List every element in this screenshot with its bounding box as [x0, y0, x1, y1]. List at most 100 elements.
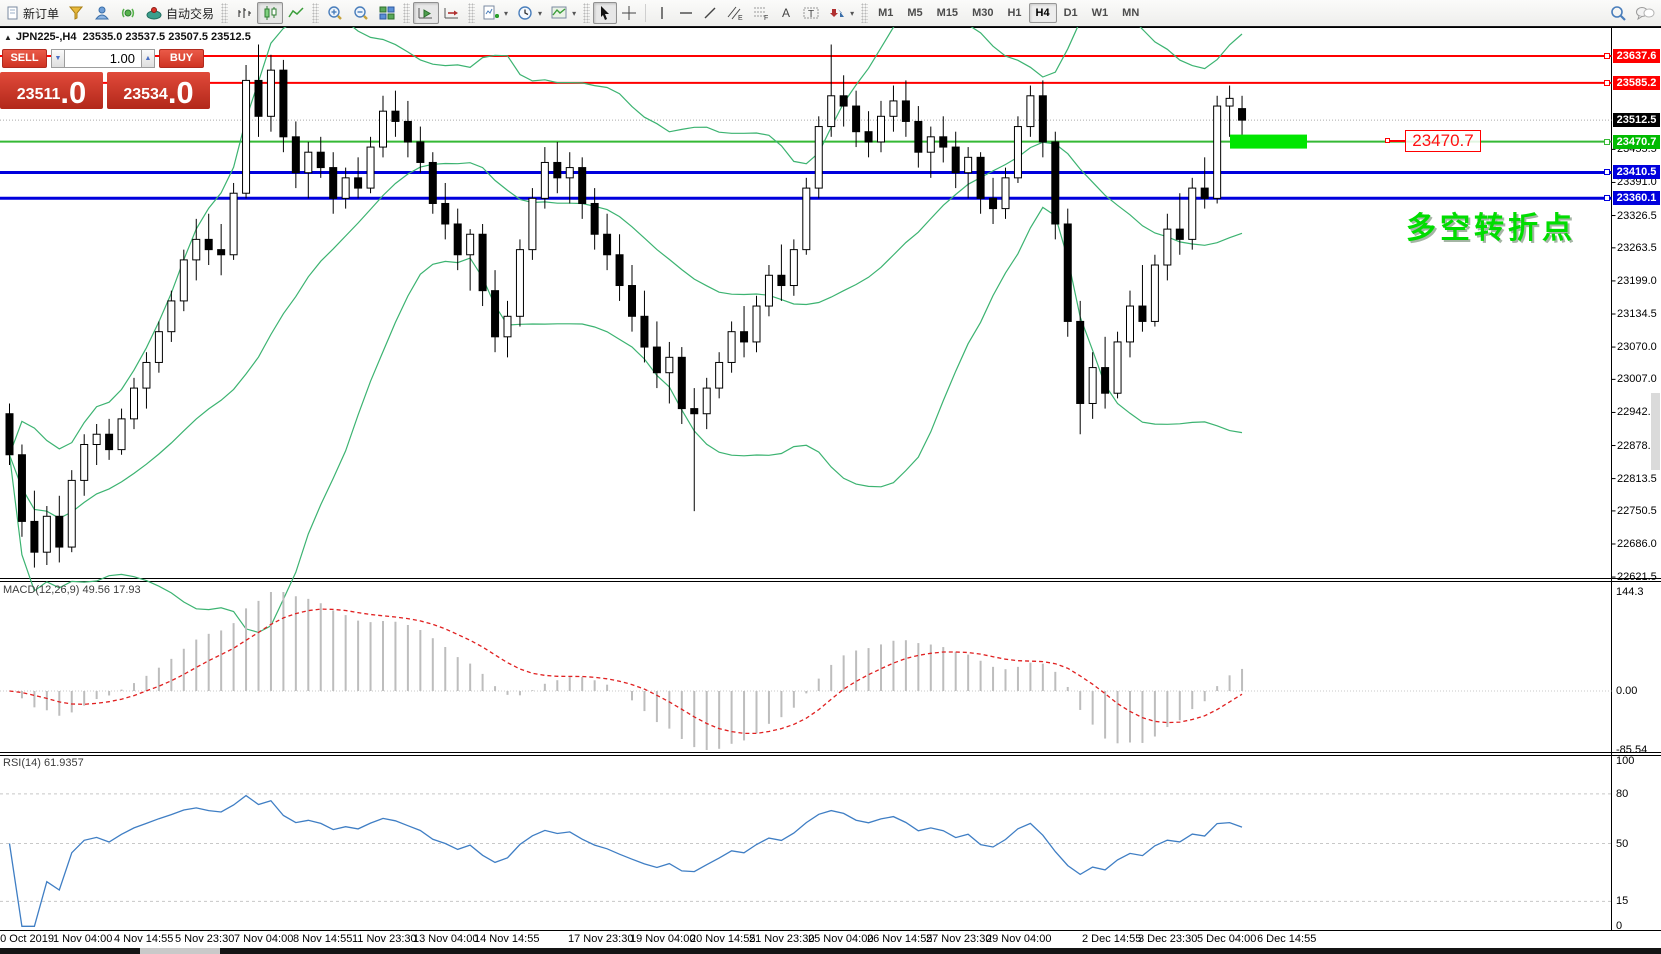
market-button[interactable] [63, 2, 89, 24]
candle-body [889, 100, 898, 117]
tab-m15[interactable]: M15 [936, 7, 959, 19]
templates-button[interactable]: ▾ [546, 2, 580, 24]
candle-body [901, 100, 910, 122]
chart-shift-button[interactable] [439, 2, 465, 24]
tile-windows-button[interactable] [374, 2, 400, 24]
chat-button[interactable] [1631, 2, 1659, 24]
time-axis-label: 20 Nov 14:55 [690, 933, 756, 945]
toolbar-gripper[interactable] [312, 3, 320, 23]
text-button[interactable]: A [774, 2, 798, 24]
candle-body [179, 259, 188, 302]
volume-decrease-button[interactable]: ▼ [51, 49, 65, 68]
vertical-scrollbar-thumb[interactable] [1651, 393, 1660, 470]
time-axis-label: 11 Nov 23:30 [352, 933, 417, 945]
zoom-out-button[interactable] [348, 2, 374, 24]
candle-body [229, 192, 238, 256]
rsi-axis-label: 0 [1616, 920, 1623, 932]
price-tick-label: 23263.5 [1617, 242, 1657, 254]
periods-dropdown-icon[interactable]: ▾ [538, 8, 543, 18]
candle-body [628, 285, 636, 317]
candle-body [976, 156, 985, 199]
trendline-button[interactable] [698, 2, 722, 24]
shapes-dropdown-icon[interactable]: ▾ [850, 8, 855, 18]
candle-body [167, 300, 176, 333]
time-axis-label: 21 Nov 23:30 [749, 933, 815, 945]
new-order-button[interactable]: 新订单 [2, 2, 63, 24]
tab-m30[interactable]: M30 [972, 7, 994, 19]
volume-input[interactable] [65, 49, 141, 68]
toolbar-gripper[interactable] [468, 3, 476, 23]
text-label-button[interactable]: T [798, 2, 824, 24]
symbol-period-label: JPN225-,H4 [15, 31, 77, 43]
highlight-zone [1230, 134, 1307, 149]
collapse-panel-icon[interactable]: ▲ [4, 33, 12, 42]
price-tick-label: 23007.0 [1617, 373, 1657, 385]
search-button[interactable] [1605, 2, 1631, 24]
periods-icon [518, 6, 532, 20]
vertical-line-button[interactable] [650, 2, 674, 24]
candle-body [441, 202, 450, 225]
candle-body [1038, 95, 1047, 143]
profile-button[interactable] [89, 2, 115, 24]
callout-connector [1389, 140, 1405, 142]
indicators-button[interactable]: ▾ [478, 2, 512, 24]
cursor-button[interactable] [593, 2, 618, 24]
horizontal-scrollbar-thumb[interactable] [140, 948, 220, 954]
sell-button[interactable]: SELL [2, 49, 47, 68]
horizontal-scrollbar[interactable] [0, 948, 1661, 954]
horizontal-line-icon [680, 12, 693, 14]
candle-body [926, 136, 935, 153]
tab-h4[interactable]: H4 [1028, 3, 1057, 23]
indicators-dropdown-icon[interactable]: ▾ [504, 8, 509, 18]
tab-d1[interactable]: D1 [1063, 7, 1078, 19]
fibonacci-button[interactable]: F [748, 2, 774, 24]
toolbar-gripper[interactable] [861, 3, 869, 23]
tab-m1[interactable]: M1 [878, 7, 894, 19]
channel-button[interactable]: E [722, 2, 748, 24]
chat-icon [1636, 7, 1655, 21]
ohlc-values-label: 23535.0 23537.5 23507.5 23512.5 [82, 31, 251, 43]
volume-increase-button[interactable]: ▲ [141, 49, 155, 68]
signals-button[interactable] [115, 2, 141, 24]
price-callout-label[interactable]: 23470.7 [1405, 130, 1481, 152]
tab-m5[interactable]: M5 [907, 7, 923, 19]
rsi-axis-label: 80 [1616, 788, 1629, 800]
auto-scroll-icon [418, 8, 433, 19]
auto-scroll-button[interactable] [413, 2, 440, 24]
toolbar-gripper[interactable] [221, 3, 229, 23]
candle-body [690, 408, 699, 415]
shapes-button[interactable]: ▾ [824, 2, 858, 24]
price-tick-label: 23326.5 [1617, 210, 1657, 222]
candle-body [17, 454, 26, 522]
toolbar-gripper[interactable] [583, 3, 591, 23]
candle-body [142, 361, 151, 389]
price-tick-label: 22621.5 [1617, 571, 1657, 583]
candle-body [80, 443, 89, 481]
buy-button[interactable]: BUY [159, 49, 204, 68]
candle-body [764, 274, 773, 307]
callout-anchor[interactable] [1385, 138, 1390, 143]
candle-body [478, 233, 487, 292]
templates-dropdown-icon[interactable]: ▾ [572, 8, 577, 18]
tab-w1[interactable]: W1 [1091, 7, 1109, 19]
chart-annotation-text[interactable]: 多空转折点 [1406, 212, 1576, 245]
candle-body [466, 233, 475, 256]
sell-price-display[interactable]: 23511.0 [0, 72, 103, 109]
autotrading-button[interactable]: 自动交易 [141, 2, 218, 24]
crosshair-button[interactable] [617, 2, 641, 24]
tab-h1[interactable]: H1 [1007, 7, 1022, 19]
candle-body [951, 146, 960, 174]
toolbar-gripper[interactable] [403, 3, 411, 23]
chart-title: ▲ JPN225-,H4 23535.0 23537.5 23507.5 2351… [4, 31, 251, 43]
level-anchor-marker [1604, 139, 1610, 145]
zoom-in-button[interactable] [322, 2, 348, 24]
tab-mn[interactable]: MN [1122, 7, 1140, 19]
periods-button[interactable]: ▾ [512, 2, 546, 24]
buy-price-display[interactable]: 23534.0 [107, 72, 210, 109]
candlestick-chart-button[interactable] [257, 2, 284, 24]
bar-chart-button[interactable] [231, 2, 257, 24]
horizontal-line-button[interactable] [674, 2, 698, 24]
line-chart-button[interactable] [283, 2, 309, 24]
candle-body [279, 69, 288, 138]
